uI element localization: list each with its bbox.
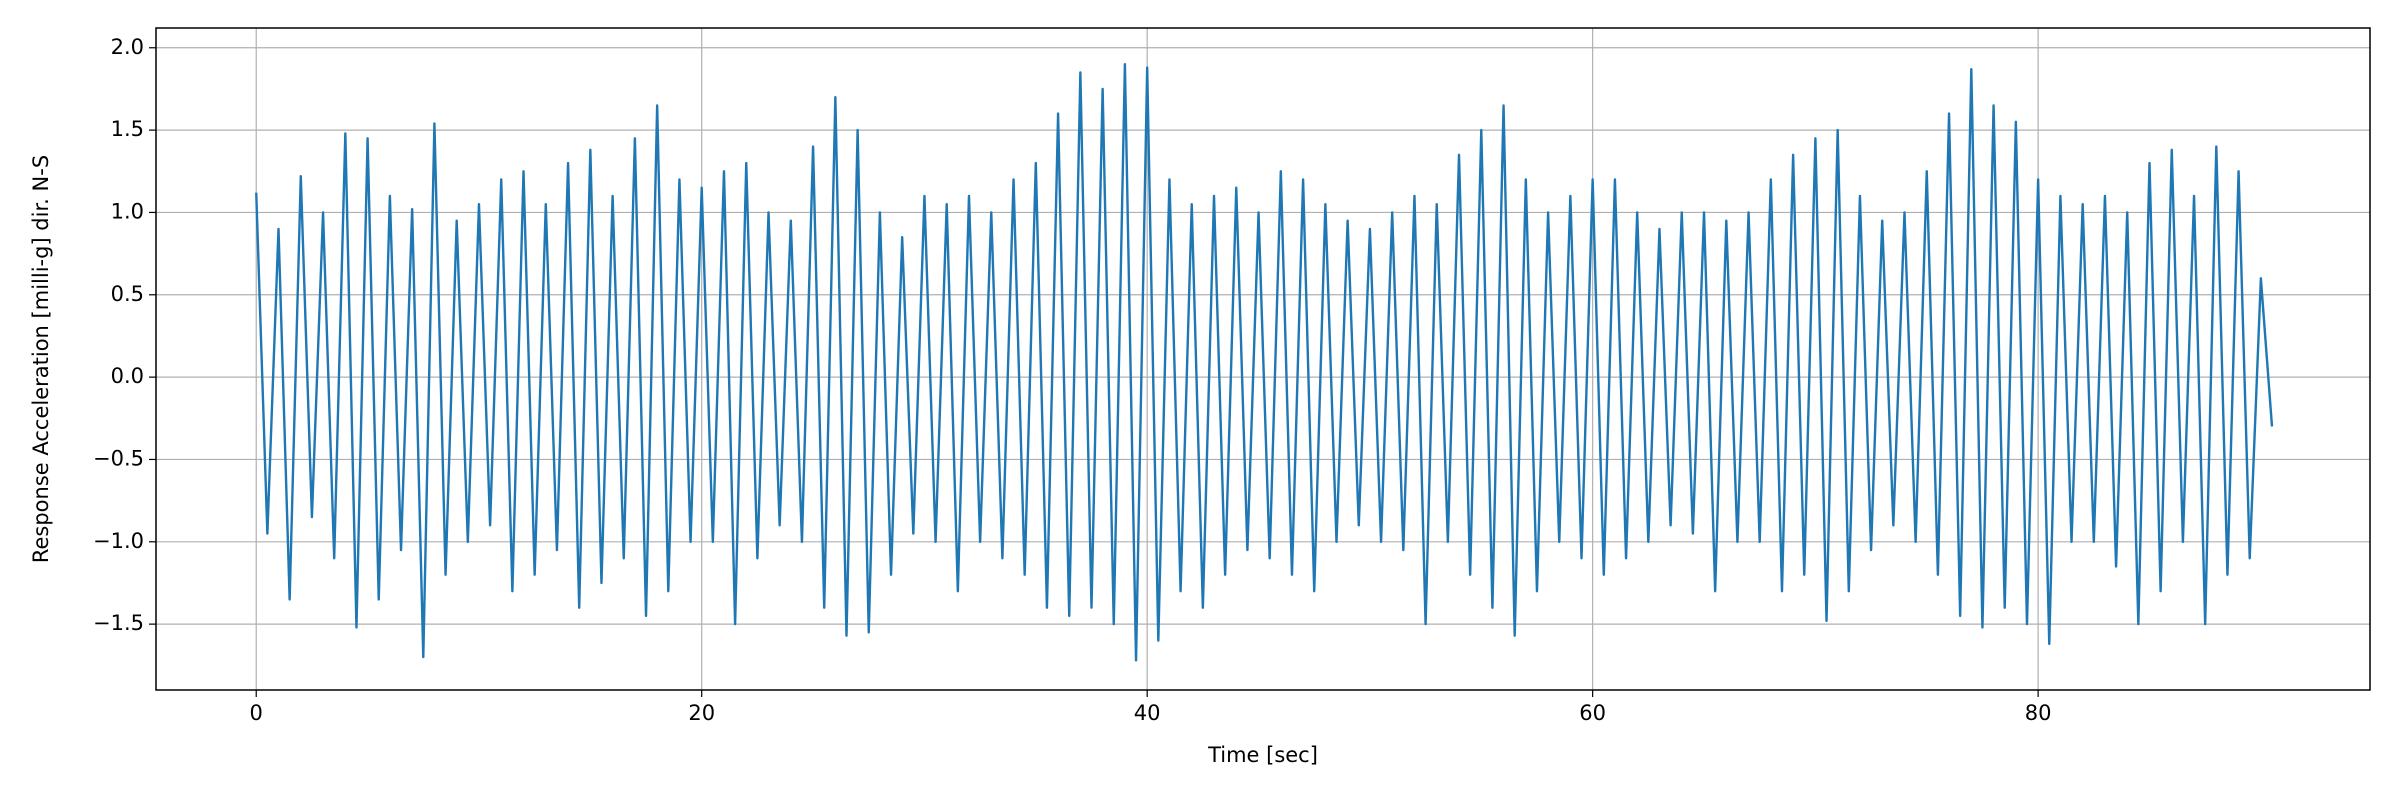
y-tick-label: 0.5 bbox=[111, 282, 144, 306]
y-axis-label: Response Acceleration [milli-g] dir. N-S bbox=[29, 155, 53, 563]
x-tick-label: 80 bbox=[2025, 701, 2052, 725]
y-tick-label: 0.0 bbox=[111, 364, 144, 388]
y-tick-label: 1.5 bbox=[111, 117, 144, 141]
y-tick-label: −0.5 bbox=[93, 446, 144, 470]
x-tick-label: 40 bbox=[1134, 701, 1161, 725]
y-tick-label: −1.5 bbox=[93, 611, 144, 635]
data-line bbox=[255, 63, 2274, 662]
x-tick-label: 0 bbox=[250, 701, 263, 725]
x-tick-label: 60 bbox=[1579, 701, 1606, 725]
y-tick-label: 2.0 bbox=[111, 35, 144, 59]
plot-frame bbox=[155, 27, 2371, 691]
x-axis-label: Time [sec] bbox=[1207, 743, 1318, 767]
y-tick-label: −1.0 bbox=[93, 529, 144, 553]
x-tick-label: 20 bbox=[688, 701, 715, 725]
y-tick-label: 1.0 bbox=[111, 199, 144, 223]
